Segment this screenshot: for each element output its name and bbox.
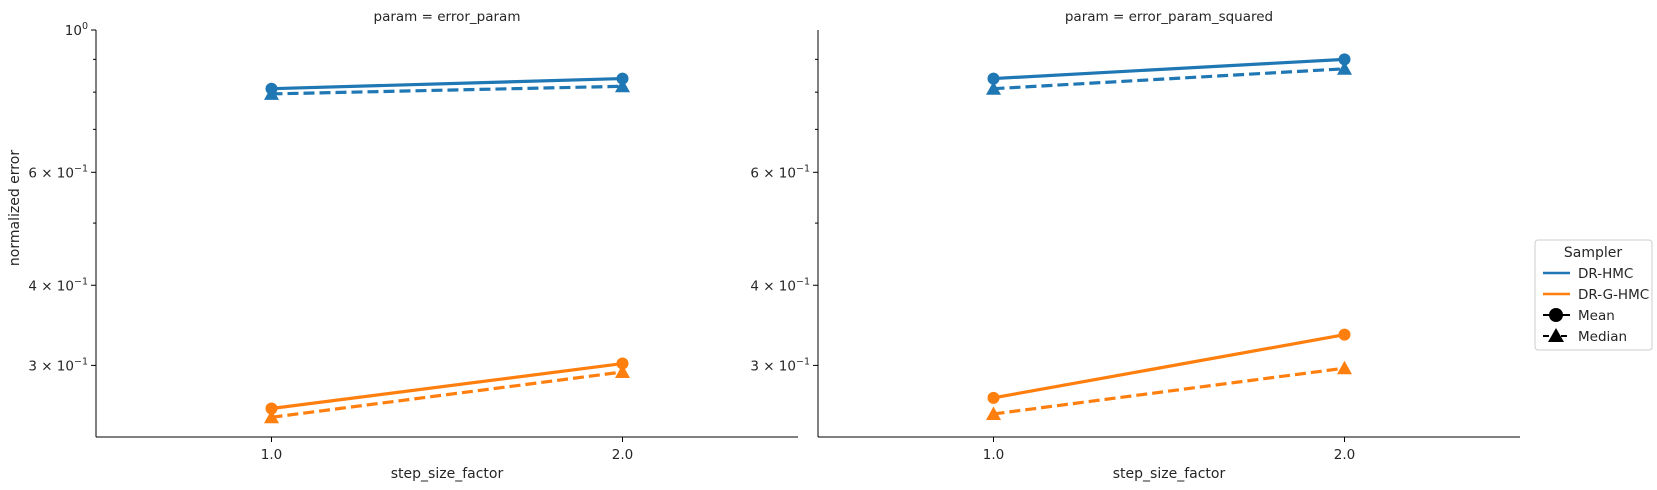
x-tick-label: 1.0 (983, 447, 1004, 463)
panel-title: param = error_param_squared (1065, 9, 1273, 25)
y-tick-label: 100 (65, 21, 88, 39)
series-dr-hmc-median (264, 78, 630, 100)
legend-entry: Median (1543, 328, 1627, 345)
circle-marker (1338, 53, 1351, 66)
series-line (993, 366, 1345, 416)
series-line (993, 333, 1345, 400)
series-dr-g-hmc-median (986, 360, 1352, 420)
legend-label: DR-HMC (1578, 266, 1633, 282)
legend-label: Mean (1578, 308, 1615, 324)
x-axis-label: step_size_factor (391, 466, 504, 482)
x-tick-label: 2.0 (1334, 447, 1355, 463)
x-axis-label: step_size_factor (1113, 466, 1226, 482)
panel-title: param = error_param (374, 9, 521, 25)
legend-label: DR-G-HMC (1578, 287, 1649, 303)
y-axis-label: normalized error (7, 150, 23, 266)
series-line (271, 76, 623, 91)
triangle-marker (264, 409, 279, 424)
y-tick-label: 6 × 10−1 (750, 163, 810, 181)
legend-entry: DR-HMC (1543, 266, 1633, 282)
series-line (993, 67, 1345, 91)
circle-marker (616, 357, 629, 370)
legend: Sampler DR-HMC DR-G-HMC Mean Median (1534, 239, 1653, 351)
series-line (271, 361, 623, 411)
panel-1: param = error_param step_size_factor 1.0 2.… (28, 9, 798, 482)
x-tick-label: 1.0 (261, 447, 282, 463)
circle-marker (987, 391, 1000, 404)
y-tick-label: 3 × 10−1 (750, 356, 810, 374)
series-dr-g-hmc-mean (265, 357, 629, 415)
legend-entry: Mean (1543, 308, 1615, 324)
legend-circle-marker (1549, 308, 1563, 322)
circle-marker (987, 72, 1000, 85)
y-tick-label: 4 × 10−1 (28, 276, 88, 294)
triangle-marker (1337, 360, 1352, 375)
legend-frame (1534, 239, 1653, 351)
series-dr-hmc-mean (987, 53, 1351, 85)
y-tick-label: 3 × 10−1 (28, 356, 88, 374)
x-tick-label: 2.0 (612, 447, 633, 463)
series-line (993, 57, 1345, 81)
circle-marker (265, 402, 278, 415)
y-tick-label: 6 × 10−1 (28, 163, 88, 181)
triangle-marker (986, 81, 1001, 95)
circle-marker (616, 72, 629, 85)
series-line (271, 84, 623, 96)
panel-2: param = error_param_squared step_size_fac… (750, 9, 1520, 482)
series-dr-hmc-median (986, 61, 1352, 95)
legend-label: Median (1578, 329, 1627, 345)
triangle-marker (615, 364, 630, 378)
circle-marker (1338, 328, 1351, 341)
triangle-marker (986, 406, 1001, 420)
facet-panels: param = error_param step_size_factor 1.0 2.… (28, 9, 1520, 482)
triangle-marker (264, 86, 279, 100)
series-dr-g-hmc-mean (987, 328, 1351, 404)
triangle-marker (615, 78, 630, 93)
legend-entry: DR-G-HMC (1543, 287, 1649, 303)
y-tick-label: 4 × 10−1 (750, 276, 810, 294)
legend-triangle-marker (1548, 328, 1564, 342)
legend-title: Sampler (1564, 245, 1622, 261)
triangle-marker (1337, 61, 1352, 75)
series-dr-g-hmc-median (264, 364, 630, 424)
series-line (271, 370, 623, 419)
legend-entries: DR-HMC DR-G-HMC Mean Median (1543, 266, 1649, 345)
